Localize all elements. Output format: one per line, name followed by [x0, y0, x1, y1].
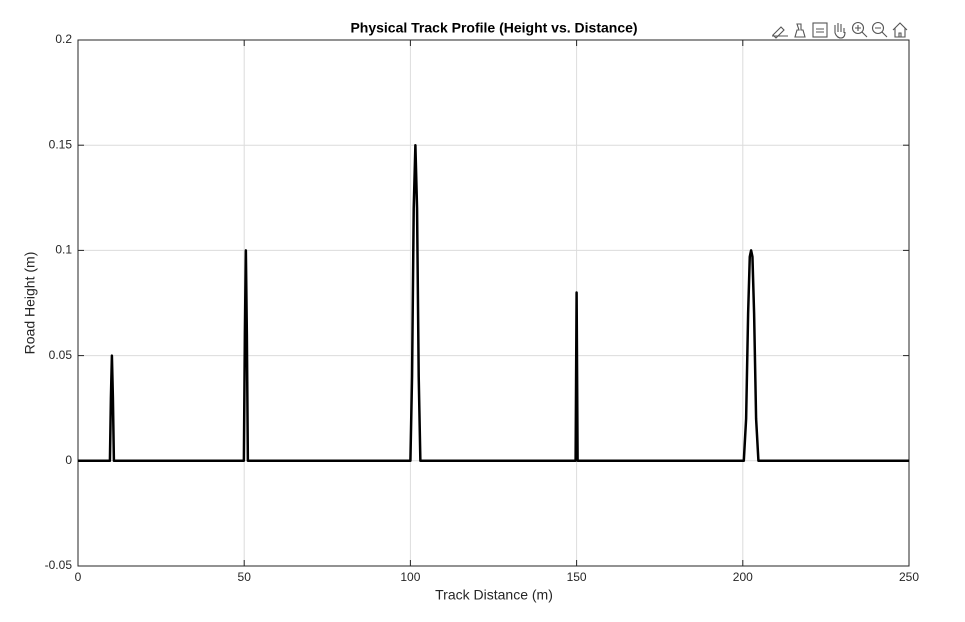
- y-axis-label: Road Height (m): [22, 252, 38, 355]
- export-button[interactable]: [772, 26, 788, 39]
- y-tick-label: 0.05: [49, 348, 73, 362]
- x-tick-label: 0: [75, 570, 82, 584]
- plot-frame: [77, 39, 910, 567]
- y-tick-label: 0.1: [55, 243, 72, 257]
- x-tick-label: 100: [400, 570, 420, 584]
- y-tick-label: 0: [65, 453, 72, 467]
- chart-title: Physical Track Profile (Height vs. Dista…: [350, 20, 637, 36]
- x-axis-label: Track Distance (m): [435, 587, 553, 603]
- data-line: [78, 143, 909, 463]
- brush-button[interactable]: [794, 23, 806, 38]
- x-tick-label: 250: [899, 570, 919, 584]
- x-tick-label: 150: [567, 570, 587, 584]
- y-tick-label: -0.05: [45, 558, 73, 572]
- y-tick-label: 0.2: [55, 32, 72, 46]
- x-tick-label: 50: [238, 570, 252, 584]
- zoom-out-button[interactable]: [871, 21, 888, 38]
- zoom-in-button[interactable]: [851, 21, 868, 38]
- home-button[interactable]: [892, 22, 908, 38]
- x-tick-label: 200: [733, 570, 753, 584]
- y-tick-label: 0.15: [49, 137, 73, 151]
- toolbar: [772, 21, 908, 39]
- datatip-button[interactable]: [812, 22, 828, 38]
- pan-button[interactable]: [834, 23, 846, 39]
